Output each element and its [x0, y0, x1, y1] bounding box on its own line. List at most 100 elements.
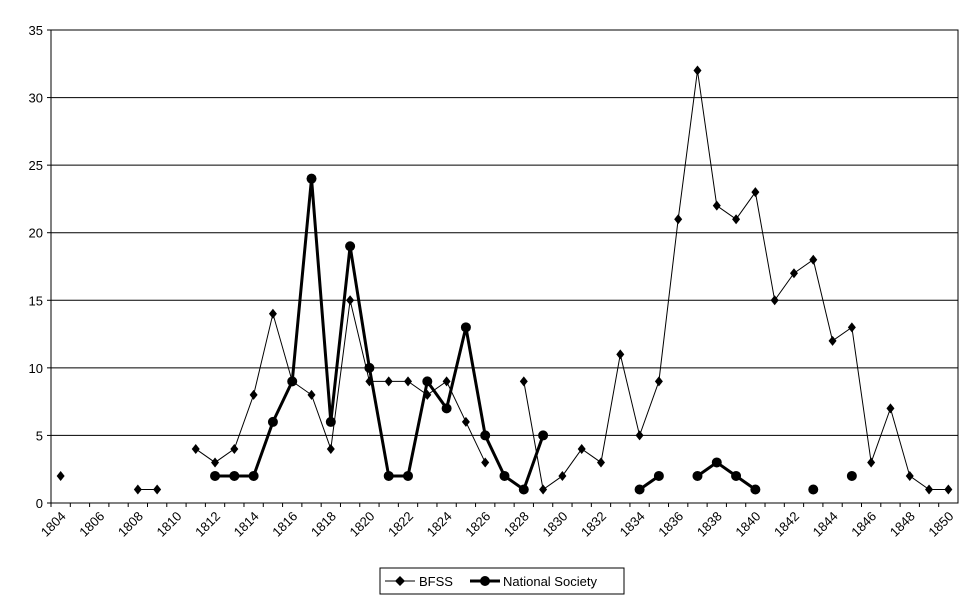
data-point-bfss: [211, 457, 220, 468]
x-tick-label: 1842: [771, 509, 802, 540]
x-tick-label: 1804: [38, 509, 69, 540]
series-line-national-society: [696, 460, 757, 491]
data-point-national-society: [808, 484, 819, 495]
data-point-bfss: [577, 443, 586, 454]
data-point-bfss: [307, 389, 316, 400]
x-tick-label: 1828: [501, 509, 532, 540]
x-tick-label: 1846: [848, 509, 879, 540]
data-point-national-society: [499, 470, 510, 481]
data-point-bfss: [404, 376, 413, 387]
data-point-bfss: [249, 389, 258, 400]
legend-label-bfss: BFSS: [419, 574, 453, 589]
legend-box: [379, 567, 625, 595]
data-point-national-society: [287, 376, 298, 387]
x-tick-label: 1816: [269, 509, 300, 540]
data-point-bfss: [268, 308, 277, 319]
data-point-bfss: [539, 484, 548, 495]
data-point-national-society: [383, 470, 394, 481]
data-point-national-society: [325, 416, 336, 427]
x-tick-label: 1844: [810, 509, 841, 540]
data-point-national-society: [364, 362, 375, 373]
data-point-national-society: [480, 430, 491, 441]
y-tick-label: 30: [29, 91, 43, 106]
data-point-bfss: [693, 65, 702, 76]
data-point-bfss: [925, 484, 934, 495]
data-point-national-society: [403, 470, 414, 481]
data-point-bfss: [442, 376, 451, 387]
y-tick-label: 10: [29, 361, 43, 376]
plot-area-border: [50, 29, 959, 504]
x-tick-label: 1850: [925, 509, 956, 540]
x-tick-label: 1826: [462, 509, 493, 540]
y-tick-label: 15: [29, 293, 43, 308]
data-point-bfss: [770, 295, 779, 306]
data-point-bfss: [809, 254, 818, 265]
gridlines: [47, 29, 958, 507]
data-point-bfss: [751, 187, 760, 198]
data-point-national-society: [846, 470, 857, 481]
data-point-bfss: [153, 484, 162, 495]
x-tick-label: 1824: [424, 509, 455, 540]
data-point-bfss: [481, 457, 490, 468]
data-point-bfss: [558, 470, 567, 481]
legend-marker-bfss: [395, 576, 405, 586]
legend-marker-national-society: [480, 576, 490, 586]
data-point-bfss: [326, 443, 335, 454]
x-tick-label: 1840: [732, 509, 763, 540]
data-point-national-society: [306, 173, 317, 184]
legend-label-national-society: National Society: [503, 574, 597, 589]
data-point-national-society: [345, 241, 356, 252]
data-point-national-society: [711, 457, 722, 468]
y-tick-label: 25: [29, 158, 43, 173]
x-tick-label: 1848: [887, 509, 918, 540]
x-tick-label: 1834: [617, 509, 648, 540]
data-point-bfss: [635, 430, 644, 441]
data-point-bfss: [133, 484, 142, 495]
x-tick-label: 1808: [115, 509, 146, 540]
x-tick-label: 1818: [308, 509, 339, 540]
data-point-bfss: [732, 214, 741, 225]
x-tick-label: 1836: [655, 509, 686, 540]
series-lines: [56, 65, 953, 495]
data-point-bfss: [230, 443, 239, 454]
data-point-national-society: [267, 416, 278, 427]
series-line-bfss: [523, 70, 949, 491]
data-point-bfss: [886, 403, 895, 414]
series-bfss: [56, 65, 953, 495]
y-tick-label: 0: [36, 496, 43, 511]
data-point-national-society: [460, 322, 471, 333]
data-point-national-society: [731, 470, 742, 481]
legend: BFSS National Society: [379, 567, 625, 595]
data-point-bfss: [56, 470, 65, 481]
x-tick-label: 1832: [578, 509, 609, 540]
data-point-bfss: [905, 470, 914, 481]
y-tick-label: 35: [29, 23, 43, 38]
x-tick-label: 1830: [539, 509, 570, 540]
data-point-bfss: [384, 376, 393, 387]
data-point-national-society: [634, 484, 645, 495]
series-national-society: [210, 173, 857, 495]
data-point-bfss: [712, 200, 721, 211]
y-tick-label: 5: [36, 428, 43, 443]
x-tick-label: 1822: [385, 509, 416, 540]
data-point-bfss: [654, 376, 663, 387]
data-point-national-society: [229, 470, 240, 481]
data-point-national-society: [248, 470, 259, 481]
x-tick-label: 1838: [694, 509, 725, 540]
data-point-bfss: [789, 268, 798, 279]
data-point-national-society: [750, 484, 761, 495]
data-point-national-society: [653, 470, 664, 481]
data-point-national-society: [441, 403, 452, 414]
series-line-bfss: [195, 300, 486, 464]
data-point-national-society: [692, 470, 703, 481]
data-point-national-society: [538, 430, 549, 441]
data-point-bfss: [461, 416, 470, 427]
data-point-national-society: [422, 376, 433, 387]
data-point-bfss: [944, 484, 953, 495]
x-axis-tick-labels: 1804 1806 1808 1810 1812 1814 1816 1818 1820 1822…: [38, 509, 957, 540]
data-point-bfss: [674, 214, 683, 225]
data-point-national-society: [210, 470, 221, 481]
data-point-bfss: [828, 335, 837, 346]
data-point-bfss: [596, 457, 605, 468]
